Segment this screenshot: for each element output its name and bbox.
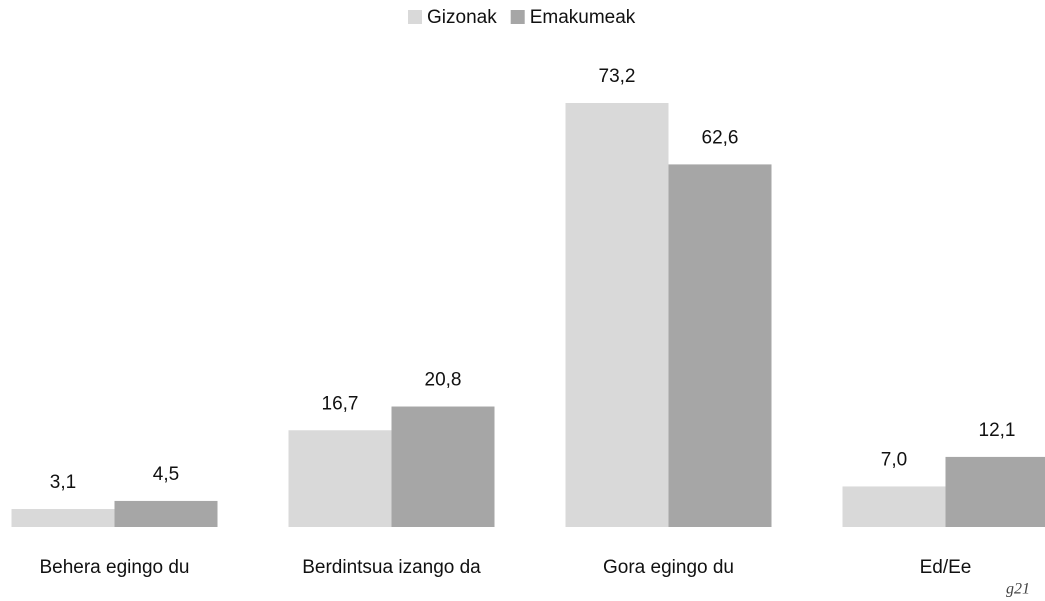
legend-label: Gizonak xyxy=(427,7,497,28)
bar xyxy=(565,103,669,527)
value-label: 7,0 xyxy=(881,449,907,470)
bar xyxy=(668,164,772,527)
x-tick-label: Berdintsua izango da xyxy=(302,557,481,578)
value-label: 4,5 xyxy=(153,464,179,485)
x-tick-label: Gora egingo du xyxy=(603,557,734,578)
annotation: g21 xyxy=(1006,581,1030,598)
legend-swatch xyxy=(408,10,422,24)
bar xyxy=(114,500,218,527)
legend-swatch xyxy=(510,10,525,24)
value-label: 20,8 xyxy=(425,370,462,391)
bar xyxy=(842,486,946,527)
x-tick-label: Ed/Ee xyxy=(920,557,972,578)
legend-label: Emakumeak xyxy=(530,7,636,28)
bar xyxy=(391,406,495,527)
bar xyxy=(11,509,115,527)
value-label: 3,1 xyxy=(50,472,76,493)
value-label: 12,1 xyxy=(979,420,1016,441)
value-label: 16,7 xyxy=(322,393,359,414)
bar xyxy=(945,456,1045,527)
bar xyxy=(288,430,392,527)
value-label: 62,6 xyxy=(702,127,739,148)
value-label: 73,2 xyxy=(599,66,636,87)
x-tick-label: Behera egingo du xyxy=(39,557,189,578)
